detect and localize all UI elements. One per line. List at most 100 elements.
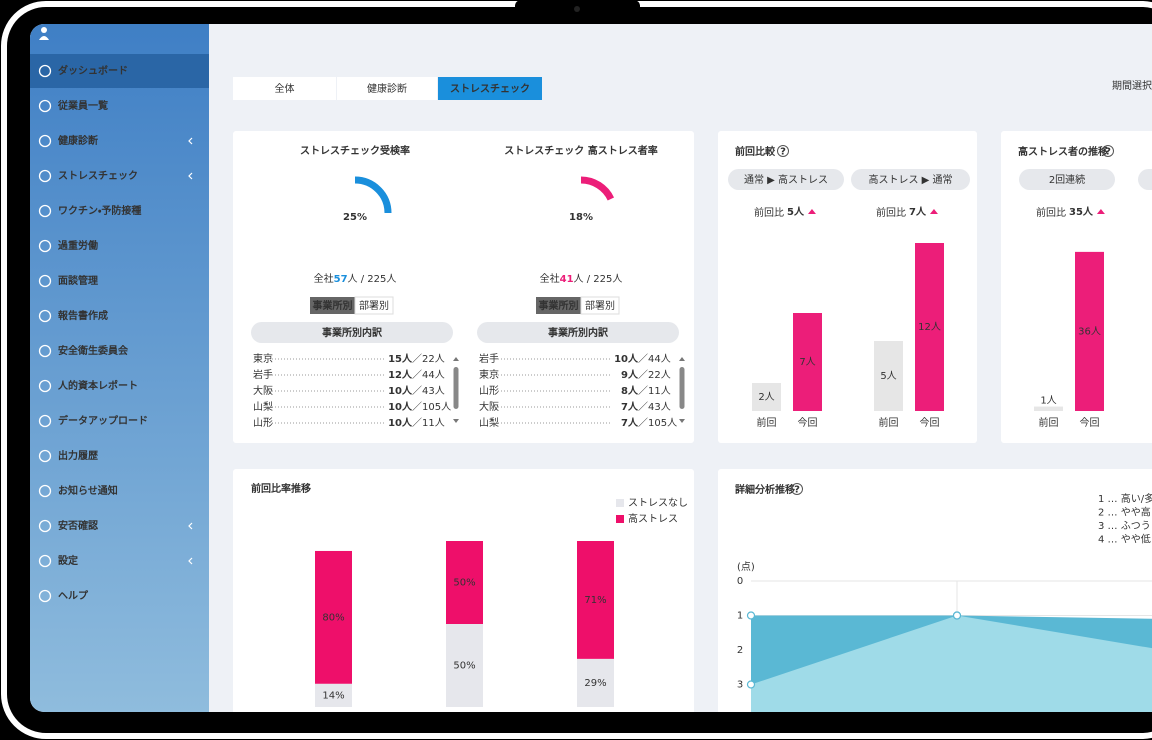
help-icon-text: ? <box>1105 147 1111 158</box>
tab-label[interactable]: 全体 <box>275 82 295 95</box>
bar-value-label: 36人 <box>1078 326 1101 337</box>
bar-x-label: 前回 <box>879 416 899 429</box>
row-name: 東京 <box>253 352 273 365</box>
card <box>233 131 694 443</box>
nav-item[interactable]: 出力履歴 <box>58 449 98 462</box>
nav-item[interactable]: 従業員一覧 <box>57 99 108 112</box>
nav-item[interactable]: ヘルプ <box>58 589 89 602</box>
nav-item[interactable]: 報告書作成 <box>58 309 108 322</box>
nav-icon <box>38 344 52 358</box>
pill[interactable] <box>851 169 970 190</box>
toggle-label[interactable]: 事業所別 <box>539 299 579 312</box>
scroll-thumb[interactable] <box>679 367 685 409</box>
bar-x-label: 前回 <box>757 416 777 429</box>
nav-item[interactable]: ワクチン・予防接種 <box>58 204 141 217</box>
stacked-bar <box>446 541 483 624</box>
gauge-arc <box>580 176 615 201</box>
summary-part: 人 / 225人 <box>574 274 623 285</box>
bar <box>874 341 903 411</box>
card-title: 詳細分析推移 <box>735 483 795 496</box>
diff-value: 7人 <box>909 206 927 218</box>
scroll-down[interactable] <box>679 419 685 423</box>
tab-label[interactable]: 健康診断 <box>367 82 407 95</box>
row-name: 大阪 <box>479 400 499 413</box>
nav-item[interactable]: 設定 <box>58 554 78 567</box>
scroll-up[interactable] <box>453 357 459 361</box>
row-count: 10人 <box>614 353 639 365</box>
nav-item[interactable]: ダッシュボード <box>58 64 128 77</box>
axis-unit: (点) <box>737 561 755 573</box>
legend-label: 4 … やや低い/少 <box>1098 533 1152 546</box>
row-name: 山梨 <box>479 416 499 429</box>
nav-item[interactable]: 安否確認 <box>58 519 98 532</box>
nav-icon <box>38 379 52 393</box>
scroll-thumb[interactable] <box>453 367 459 409</box>
toggle[interactable] <box>310 297 355 314</box>
bar-value-label: 50% <box>453 661 475 672</box>
nav-chevron <box>188 522 193 530</box>
toggle[interactable] <box>354 296 394 315</box>
legend-label: 高ストレス <box>628 512 678 525</box>
pill-label[interactable]: 通常 ▶ 高ストレス <box>744 173 828 186</box>
stacked-bar <box>315 550 352 684</box>
gauge-summary: 全社57人 / 225人 <box>314 272 397 285</box>
row-total: ／44人 <box>412 369 445 381</box>
nav-icon <box>38 449 52 463</box>
nav-item[interactable]: 安全衛生委員会 <box>58 344 129 357</box>
point <box>746 611 756 620</box>
toggle-label[interactable]: 部署別 <box>359 300 389 312</box>
toggle[interactable] <box>536 297 581 314</box>
tab-label[interactable]: ストレスチェック <box>450 83 530 95</box>
toggle-label[interactable]: 部署別 <box>585 300 615 312</box>
breakdown-title: 事業所別内訳 <box>322 326 383 339</box>
nav-icon <box>38 554 52 568</box>
scroll-down[interactable] <box>453 419 459 423</box>
y-tick-label: 0 <box>737 576 743 587</box>
tab[interactable] <box>438 77 542 100</box>
stacked-bar <box>315 683 352 707</box>
bar-value-label: 1人 <box>1040 396 1056 407</box>
nav-item[interactable]: データアップロード <box>58 414 148 427</box>
gauge-value: 25% <box>343 212 367 223</box>
pill[interactable] <box>728 169 844 190</box>
tab[interactable] <box>337 77 437 100</box>
help-icon <box>791 483 803 495</box>
pill-label[interactable]: 高ストレス ▶ 通常 <box>868 173 952 186</box>
scroll-up[interactable] <box>679 357 685 361</box>
period-select[interactable]: 期間選択 <box>1112 79 1152 92</box>
legend-swatch <box>616 499 624 507</box>
pill[interactable] <box>1019 169 1115 190</box>
nav-item[interactable]: 健康診断 <box>57 134 98 147</box>
card <box>718 131 977 443</box>
row-total: ／43人 <box>412 385 445 397</box>
diff-value: 5人 <box>787 206 805 218</box>
y-tick-label: 2 <box>737 645 743 656</box>
row-total: ／105人 <box>638 417 677 429</box>
nav-item[interactable]: お知らせ通知 <box>58 484 118 497</box>
breakdown-header <box>477 322 679 343</box>
toggle-label[interactable]: 事業所別 <box>313 299 353 312</box>
nav-chevron <box>188 557 193 565</box>
summary-part: 人 / 225人 <box>348 274 397 285</box>
tab[interactable] <box>233 77 336 100</box>
legend-swatch <box>616 515 624 523</box>
gauge-title: ストレスチェック受検率 <box>300 144 410 157</box>
bar-value-label: 29% <box>584 678 606 689</box>
bar-x-label: 今回 <box>920 416 940 429</box>
nav-item[interactable]: 面談管理 <box>58 274 98 287</box>
nav-item[interactable]: 過重労働 <box>58 239 98 252</box>
diff-up-arrow <box>807 209 816 214</box>
stacked-bar <box>577 658 614 707</box>
help-icon-text: ? <box>780 147 786 158</box>
pill-label[interactable]: 2回連続 <box>1049 173 1085 186</box>
nav-icon <box>38 64 52 78</box>
sidebar <box>30 24 209 712</box>
diff-label: 前回比 <box>876 206 906 219</box>
nav-item[interactable]: 人的資本レポート <box>57 379 138 392</box>
bar <box>1034 406 1063 411</box>
toggle[interactable] <box>580 296 620 315</box>
legend-label: ストレスなし <box>628 497 688 509</box>
nav-icon <box>38 204 52 218</box>
nav-item[interactable]: ストレスチェック <box>58 170 138 182</box>
